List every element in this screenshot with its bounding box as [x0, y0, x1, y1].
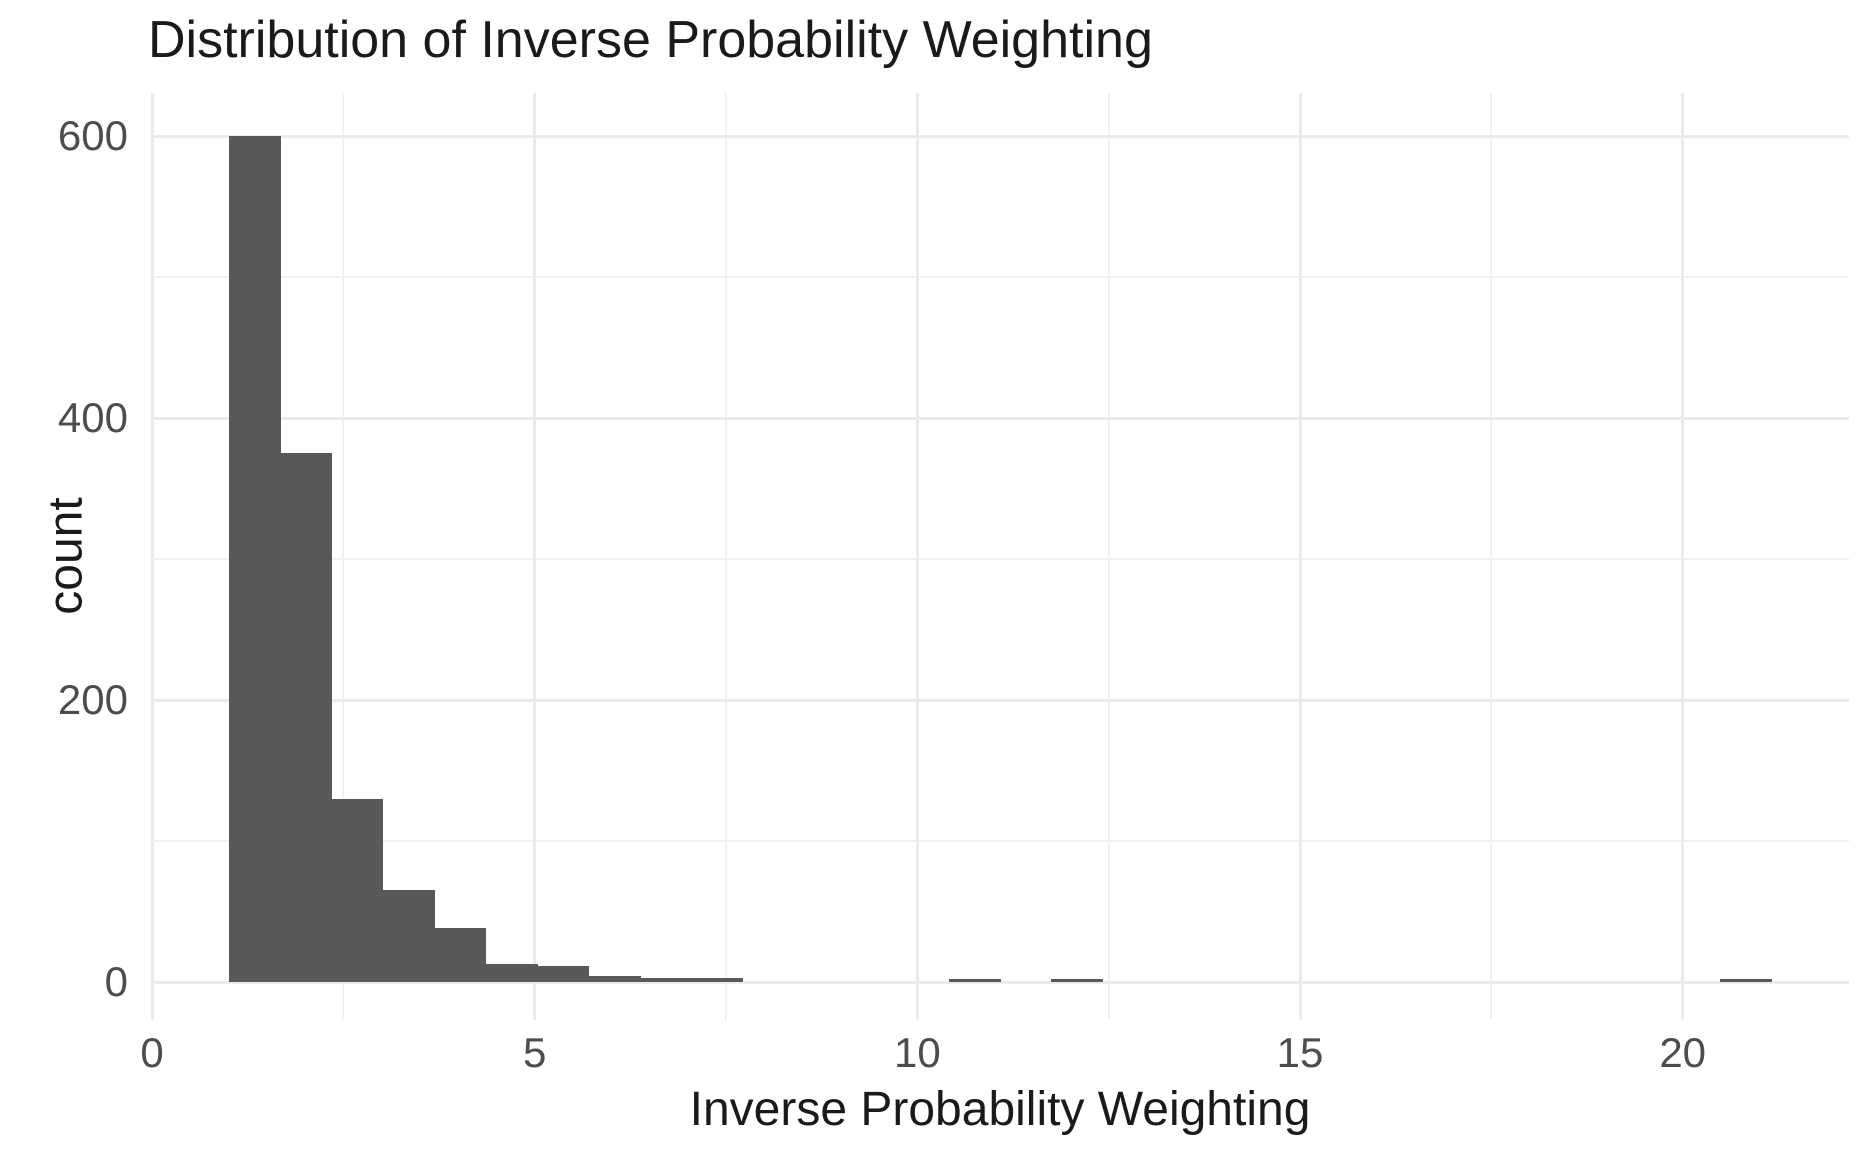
x-minor-gridline [1107, 93, 1110, 1020]
x-tick-label: 10 [893, 1029, 941, 1076]
histogram-bar [279, 453, 332, 982]
y-tick-label: 400 [57, 394, 128, 441]
x-minor-gridline [342, 93, 345, 1020]
y-axis-title: count [39, 497, 93, 615]
x-minor-gridline [725, 93, 727, 1020]
y-tick-label: 200 [57, 676, 128, 723]
x-tick-label: 20 [1659, 1029, 1707, 1076]
x-major-gridline [533, 93, 537, 1020]
y-major-gridline [152, 134, 1849, 138]
x-major-gridline [1681, 93, 1685, 1020]
x-major-gridline [150, 93, 154, 1020]
histogram-bar [331, 798, 384, 982]
x-major-gridline [1298, 93, 1302, 1020]
y-major-gridline [152, 980, 1849, 984]
y-minor-gridline [152, 276, 1849, 278]
y-tick-label: 600 [57, 112, 128, 159]
x-minor-gridline [1490, 93, 1493, 1020]
histogram-bar [1051, 979, 1104, 982]
histogram-bar [639, 977, 693, 982]
x-tick-label: 15 [1276, 1029, 1324, 1076]
histogram-bar [691, 977, 744, 982]
histogram-bar [228, 136, 281, 982]
y-major-gridline [152, 416, 1849, 420]
histogram-bar [537, 966, 590, 982]
y-tick-label: 0 [104, 958, 128, 1005]
chart-title: Distribution of Inverse Probability Weig… [148, 11, 1153, 69]
histogram-bar [382, 890, 435, 982]
x-tick-label: 5 [522, 1029, 547, 1076]
histogram-bar [588, 976, 641, 982]
histogram-bar [434, 928, 487, 982]
x-major-gridline [915, 93, 919, 1020]
y-minor-gridline [152, 558, 1849, 560]
y-minor-gridline [152, 840, 1849, 842]
histogram-bar [1720, 979, 1773, 982]
x-axis-title: Inverse Probability Weighting [689, 1083, 1311, 1136]
histogram-bar [948, 979, 1001, 982]
y-major-gridline [152, 698, 1849, 702]
x-tick-label: 0 [140, 1029, 164, 1076]
histogram-bar [485, 963, 538, 982]
